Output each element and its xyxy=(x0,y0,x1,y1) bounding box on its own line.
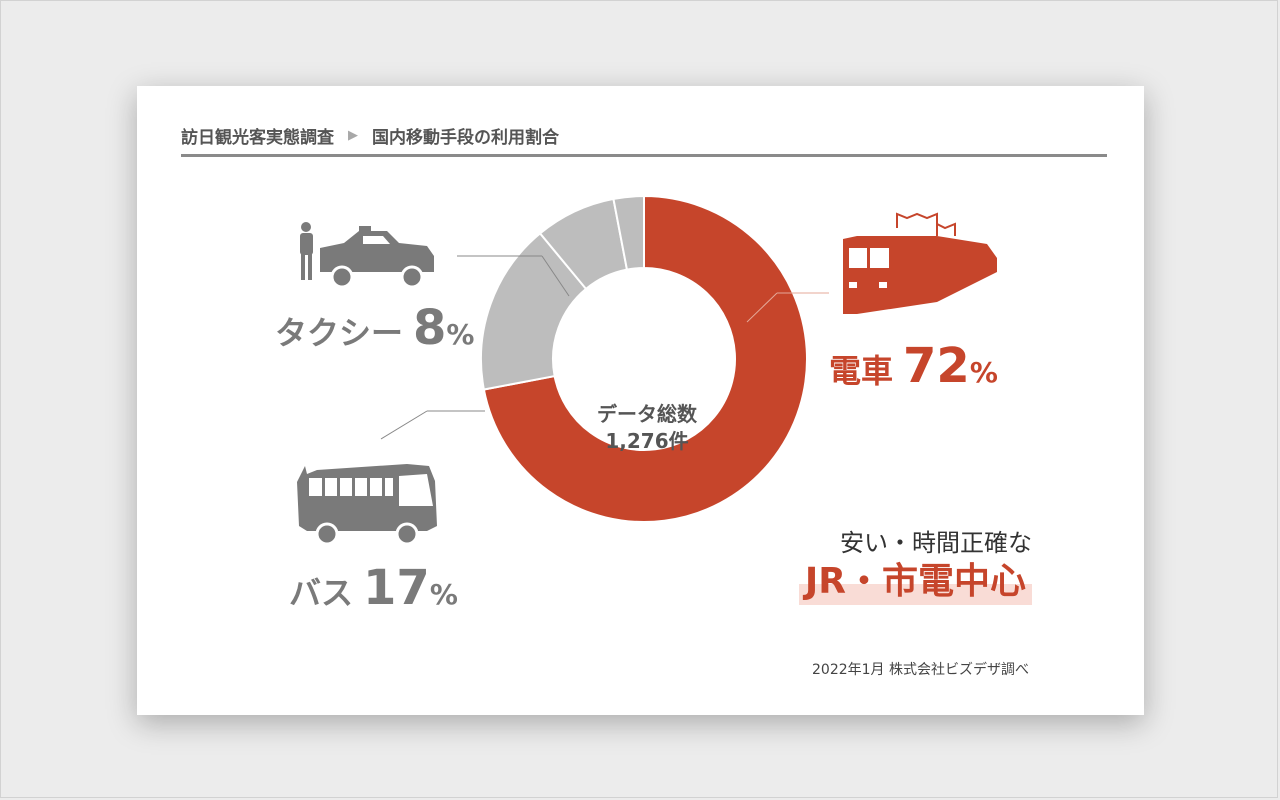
center-count: 1,276件 xyxy=(605,429,689,453)
bus-icon xyxy=(297,464,437,546)
train-value: 72 xyxy=(903,338,970,394)
train-icon xyxy=(843,212,997,314)
bus-unit: % xyxy=(429,578,458,611)
breadcrumb-separator-icon: ▶ xyxy=(348,127,358,143)
bus-label: バス 17% xyxy=(289,560,458,616)
taxi-name: タクシー xyxy=(275,314,404,352)
chart-svg xyxy=(297,194,997,546)
taxi-label: タクシー 8% xyxy=(275,300,474,356)
source-note: 2022年1月 株式会社ビズデザ調べ xyxy=(812,662,1029,678)
donut-slice-3 xyxy=(612,194,645,271)
taxi-unit: % xyxy=(446,318,475,351)
leader-line-bus xyxy=(380,410,428,440)
breadcrumb-parent: 訪日観光客実態調査 xyxy=(181,127,334,148)
slide-header: 訪日観光客実態調査 ▶ 国内移動手段の利用割合 xyxy=(181,116,1107,157)
train-name: 電車 xyxy=(829,352,894,390)
center-title: データ総数 xyxy=(597,402,697,426)
leader-line-train-diag xyxy=(746,292,778,323)
tagline: 安い・時間正確な xyxy=(840,529,1032,557)
bus-value: 17 xyxy=(363,560,430,616)
bus-name: バス xyxy=(289,574,354,612)
leader-line-taxi-diag xyxy=(541,255,570,297)
taxi-icon xyxy=(300,222,434,289)
slide: 訪日観光客実態調査 ▶ 国内移動手段の利用割合 xyxy=(137,86,1144,715)
train-unit: % xyxy=(969,356,998,389)
donut-chart xyxy=(480,194,808,523)
donut-center-label: データ総数 1,276件 xyxy=(572,401,722,455)
highlight-text: JR・市電中心 xyxy=(798,559,1032,605)
taxi-value: 8 xyxy=(413,300,447,356)
breadcrumb-current: 国内移動手段の利用割合 xyxy=(372,127,559,148)
donut-slice-0 xyxy=(482,194,808,523)
train-label: 電車 72% xyxy=(829,338,998,394)
